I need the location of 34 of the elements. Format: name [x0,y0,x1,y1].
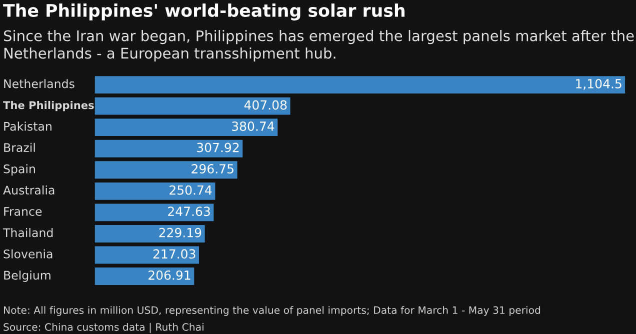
data-label: 380.74 [232,122,274,131]
bar [94,118,278,136]
bar [94,97,290,115]
data-label: 296.75 [192,164,234,174]
y-tick-label: Netherlands [4,79,74,88]
data-label: 407.08 [244,100,287,110]
bar [94,204,214,222]
data-label: 250.74 [170,185,212,195]
y-tick-label: The Philippines [3,100,94,112]
y-tick-label: Belgium [4,270,50,282]
source-note: Source: China customs data | Ruth Chai [4,322,204,334]
bar [94,76,626,94]
data-label: 206.91 [148,270,190,280]
chart-title: The Philippines' world-beating solar rush [3,4,404,20]
y-tick-label: Australia [3,185,54,195]
text: Note: All figures in million USD, representing the value of panel imports; Data for March 1 - May 31 period [4,306,540,316]
data-label: 229.19 [159,228,202,238]
bar [94,224,205,242]
y-tick-label: Brazil [4,142,35,152]
y-tick-label: France [4,207,42,216]
data-label: 307.92 [197,142,239,152]
data-label: 217.03 [153,249,196,259]
chart-subtitle: Since the Iran war began, Philippines has emerged the largest panels market after the Netherlands - a European transshipment hub. [4,30,634,62]
bar [94,182,216,200]
bar [94,268,194,285]
bar [94,161,238,179]
data-label: 247.63 [168,206,210,216]
data-label: 1,104.5 [576,78,622,90]
y-tick-label: Spain [4,164,35,176]
y-tick-label: Pakistan [4,122,52,131]
bar [94,246,199,264]
y-tick-label: Slovenia [4,249,52,258]
bar [94,140,243,158]
y-tick-label: Thailand [2,228,53,238]
